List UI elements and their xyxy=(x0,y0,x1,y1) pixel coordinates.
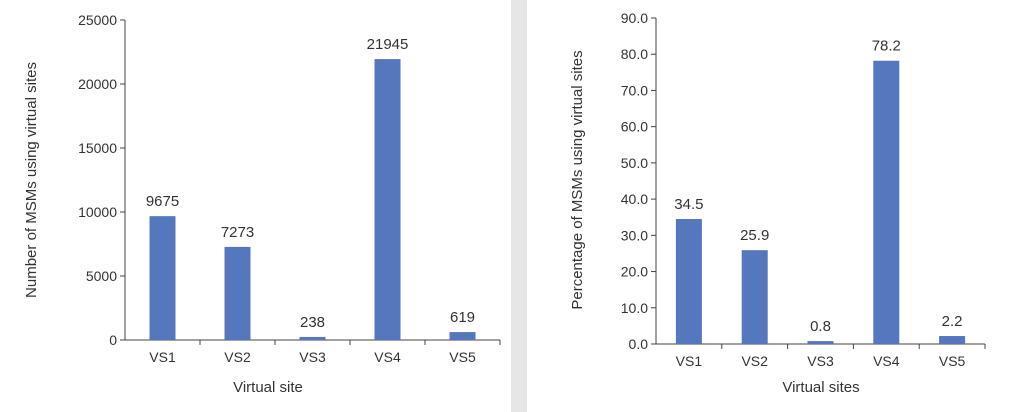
x-tick-label: VS4 xyxy=(374,349,401,365)
y-tick-label: 80.0 xyxy=(621,46,648,62)
x-tick-label: VS5 xyxy=(939,353,966,369)
y-tick-label: 70.0 xyxy=(621,82,648,98)
bar-chart-percentage: Percentage of MSMs using virtual sites V… xyxy=(569,10,986,396)
x-axis-title: Virtual site xyxy=(233,379,303,396)
bar-vs2 xyxy=(741,250,768,344)
data-label: 25.9 xyxy=(740,227,769,244)
x-tick-label: VS5 xyxy=(449,349,476,365)
y-tick-label: 15000 xyxy=(78,140,117,156)
bar-vs3 xyxy=(299,336,326,340)
x-axis-title: Virtual sites xyxy=(782,379,859,396)
y-tick-label: 10000 xyxy=(78,204,117,220)
y-tick-label: 60.0 xyxy=(621,119,648,135)
x-tick-label: VS3 xyxy=(299,349,326,365)
x-tick-label: VS1 xyxy=(149,349,176,365)
y-tick-label: 40.0 xyxy=(621,191,648,207)
x-tick-label: VS2 xyxy=(224,349,251,365)
data-label: 238 xyxy=(300,314,325,331)
bar-vs5 xyxy=(449,332,476,340)
x-tick-label: VS1 xyxy=(676,353,703,369)
bar-vs2 xyxy=(224,246,251,340)
y-tick-label: 20000 xyxy=(78,76,117,92)
data-label: 7273 xyxy=(221,224,254,241)
bar-vs5 xyxy=(939,336,966,344)
bar-vs4 xyxy=(374,59,401,340)
y-axis-title: Number of MSMs using virtual sites xyxy=(23,62,40,298)
data-label: 0.8 xyxy=(810,318,831,335)
x-tick-label: VS4 xyxy=(873,353,900,369)
data-label: 78.2 xyxy=(872,38,901,55)
y-tick-label: 25000 xyxy=(78,12,117,28)
y-tick-label: 20.0 xyxy=(621,264,648,280)
bar-vs4 xyxy=(873,60,900,345)
data-label: 2.2 xyxy=(942,313,963,330)
bar-vs1 xyxy=(149,216,176,340)
bar-vs3 xyxy=(807,341,834,344)
y-tick-label: 0 xyxy=(109,332,117,348)
y-tick-label: 90.0 xyxy=(621,10,648,26)
x-tick-label: VS2 xyxy=(741,353,768,369)
bar-vs1 xyxy=(675,219,702,344)
y-tick-label: 50.0 xyxy=(621,155,648,171)
x-tick-label: VS3 xyxy=(807,353,834,369)
y-tick-label: 5000 xyxy=(86,268,117,284)
chart-panel-count: Number of MSMs using virtual sites Virtu… xyxy=(0,0,511,412)
bar-chart-count: Number of MSMs using virtual sites Virtu… xyxy=(23,12,501,396)
y-tick-label: 0.0 xyxy=(629,336,649,352)
data-label: 34.5 xyxy=(674,196,703,213)
data-label: 9675 xyxy=(146,193,179,210)
y-axis-title: Percentage of MSMs using virtual sites xyxy=(569,50,586,309)
y-tick-label: 30.0 xyxy=(621,227,648,243)
data-label: 619 xyxy=(450,309,475,326)
chart-panel-percentage: Percentage of MSMs using virtual sites V… xyxy=(527,0,1024,412)
y-tick-label: 10.0 xyxy=(621,300,648,316)
data-label: 21945 xyxy=(367,36,409,53)
